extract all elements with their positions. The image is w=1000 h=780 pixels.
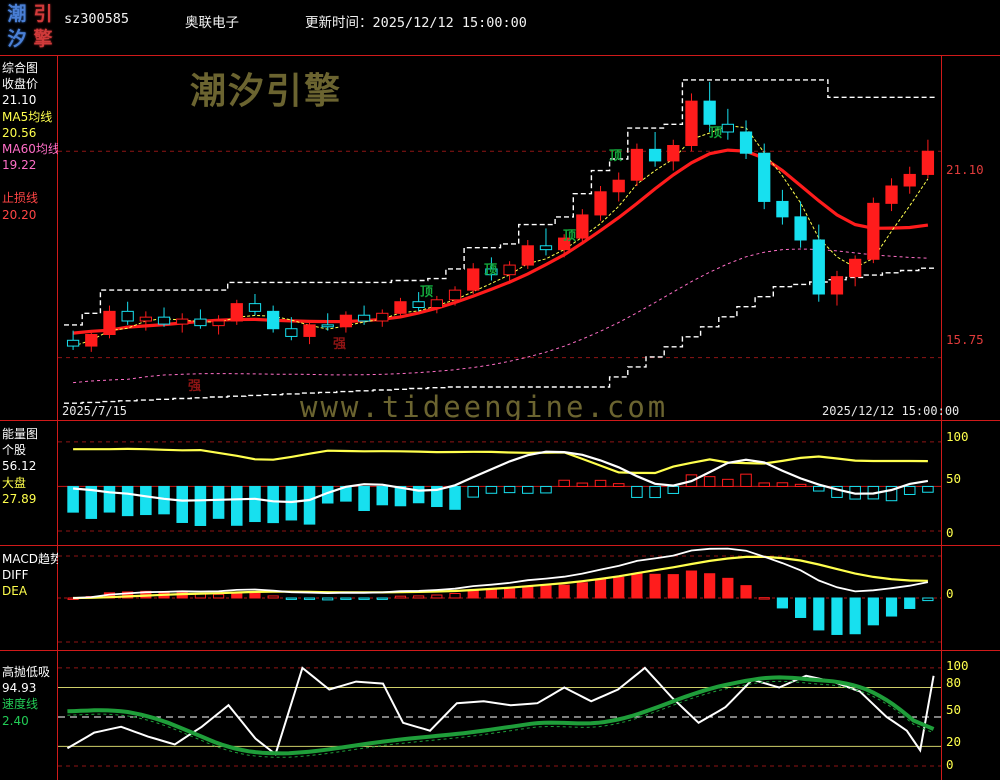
legend-label-ma5: MA5均线 [2, 109, 53, 124]
macd-panel-top-border [0, 545, 1000, 546]
energy-plot[interactable] [58, 421, 941, 545]
osc-axis-label-20: 20 [946, 734, 962, 749]
macd-panel-title: MACD趋势 [2, 552, 62, 566]
macd-panel-left-axis [57, 545, 58, 650]
signal-marker-top: 顶 [484, 263, 498, 278]
energy-panel-left-axis [57, 420, 58, 545]
main-date-end: 2025/12/12 15:00:00 [822, 404, 960, 418]
main-date-start: 2025/7/15 [62, 404, 128, 418]
main-panel-right-axis [941, 55, 942, 420]
osc-axis-label-50: 50 [946, 702, 962, 717]
legend-value-ma60: 19.22 [2, 158, 37, 173]
signal-marker-strong: 强 [188, 379, 202, 394]
legend-label-market: 大盘 [2, 475, 27, 490]
legend-label-ma60: MA60均线 [2, 142, 60, 157]
energy-axis-label-50: 50 [946, 471, 962, 486]
osc-panel-left-axis [57, 650, 58, 780]
macd-panel-right-axis [941, 545, 942, 650]
macd-axis-label-0: 0 [946, 586, 954, 601]
signal-marker-top: 顶 [420, 285, 434, 300]
logo-char-3: 汐 [7, 28, 27, 50]
osc-panel-right-axis [941, 650, 942, 780]
legend-value-close: 21.10 [2, 93, 37, 108]
legend-label-speed: 速度线 [2, 697, 39, 712]
legend-label-stoploss: 止损线 [2, 191, 39, 206]
oscillator-plot[interactable] [58, 651, 941, 780]
signal-marker-top: 顶 [609, 149, 623, 164]
energy-panel-top-border [0, 420, 1000, 421]
main-panel-title: 综合图 [2, 61, 39, 75]
logo-char-4: 擎 [33, 28, 53, 50]
logo-char-2: 引 [33, 3, 53, 25]
osc-axis-label-100: 100 [946, 658, 969, 673]
stock-code-label: sz300585 [64, 11, 130, 27]
legend-value-speed: 2.40 [2, 713, 29, 728]
update-time-label: 更新时间：2025/12/12 15:00:00 [305, 15, 527, 31]
legend-label-diff: DIFF [2, 568, 29, 583]
energy-panel-right-axis [941, 420, 942, 545]
main-panel-legend: 综合图 收盘价 21.10 MA5均线 20.56 MA60均线 19.22 止… [2, 60, 60, 223]
energy-panel-title: 能量图 [2, 427, 39, 441]
signal-marker-top: 顶 [709, 126, 723, 141]
osc-panel-legend: 高抛低吸 94.93 速度线 2.40 [2, 664, 60, 729]
energy-panel-legend: 能量图 个股 56.12 大盘 27.89 [2, 426, 60, 507]
osc-panel-top-border [0, 650, 1000, 651]
signal-marker-strong: 强 [333, 337, 347, 352]
legend-value-stock: 56.12 [2, 459, 37, 474]
app-header: 潮 引 汐 擎 sz300585 奥联电子 更新时间：2025/12/12 15… [0, 0, 1000, 55]
main-panel-top-border [0, 55, 1000, 56]
app-logo: 潮 引 汐 擎 [4, 2, 56, 52]
main-axis-label-high: 21.10 [946, 162, 984, 177]
main-price-plot[interactable] [58, 56, 941, 420]
legend-label-dea: DEA [2, 584, 28, 599]
energy-axis-label-100: 100 [946, 429, 969, 444]
logo-char-1: 潮 [7, 3, 27, 25]
legend-value-osc: 94.93 [2, 681, 37, 696]
signal-marker-top: 顶 [563, 229, 577, 244]
legend-spacer [2, 173, 60, 190]
legend-label-close: 收盘价 [2, 77, 39, 92]
stock-name-label: 奥联电子 [185, 15, 239, 31]
osc-panel-title: 高抛低吸 [2, 665, 51, 679]
main-axis-label-low: 15.75 [946, 332, 984, 347]
legend-value-stoploss: 20.20 [2, 207, 37, 222]
osc-axis-label-0: 0 [946, 757, 954, 772]
url-watermark: www.tideengine.com [300, 390, 669, 424]
legend-value-ma5: 20.56 [2, 125, 37, 140]
main-panel-left-axis [57, 55, 58, 420]
energy-axis-label-0: 0 [946, 525, 954, 540]
osc-axis-label-80: 80 [946, 675, 962, 690]
macd-plot[interactable] [58, 546, 941, 650]
legend-label-stock: 个股 [2, 443, 27, 458]
legend-value-market: 27.89 [2, 491, 37, 506]
macd-panel-legend: MACD趋势 DIFF DEA [2, 551, 62, 600]
brand-watermark: 潮汐引擎 [190, 71, 343, 112]
